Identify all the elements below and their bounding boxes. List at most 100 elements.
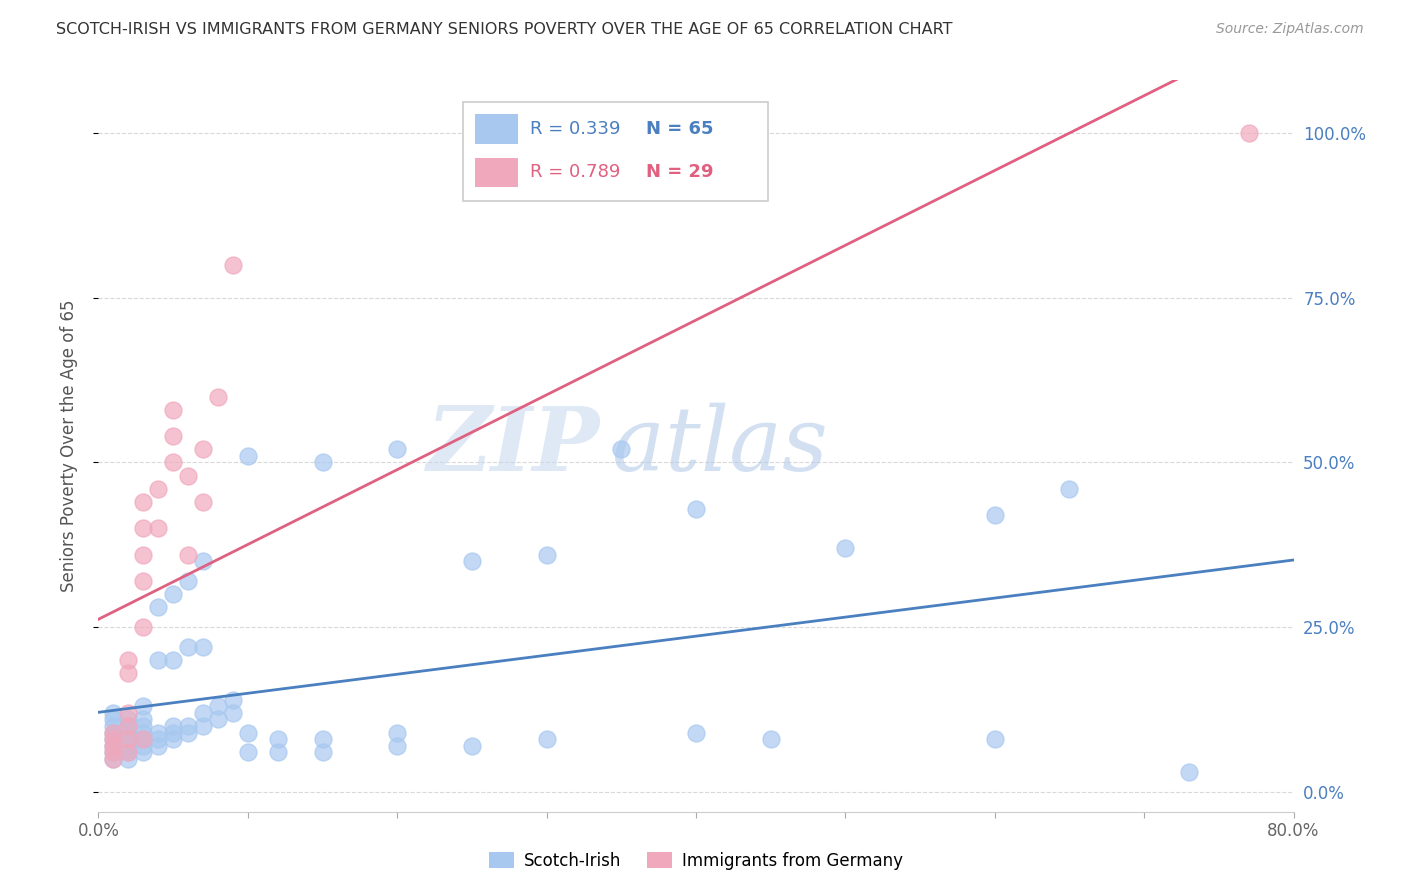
- Point: [103, 713, 125, 727]
- Point: [103, 732, 125, 747]
- Point: [177, 468, 200, 483]
- Point: [207, 390, 229, 404]
- Point: [191, 640, 214, 654]
- Point: [162, 732, 184, 747]
- Point: [103, 746, 125, 760]
- Point: [103, 732, 125, 747]
- Point: [103, 739, 125, 753]
- Point: [177, 548, 200, 562]
- Point: [1237, 126, 1260, 140]
- Text: Source: ZipAtlas.com: Source: ZipAtlas.com: [1216, 22, 1364, 37]
- Point: [117, 706, 139, 720]
- Point: [685, 725, 707, 739]
- Point: [103, 752, 125, 766]
- Point: [385, 442, 409, 457]
- Point: [461, 739, 484, 753]
- Point: [191, 706, 214, 720]
- Text: ZIP: ZIP: [427, 403, 600, 489]
- Point: [103, 725, 125, 739]
- Point: [117, 739, 139, 753]
- Point: [148, 739, 170, 753]
- Point: [177, 719, 200, 733]
- Point: [834, 541, 856, 556]
- Point: [162, 429, 184, 443]
- Point: [148, 521, 170, 535]
- Point: [536, 732, 558, 747]
- Point: [132, 732, 155, 747]
- Point: [984, 508, 1007, 523]
- Point: [236, 449, 259, 463]
- Point: [311, 732, 333, 747]
- Point: [385, 739, 409, 753]
- Point: [103, 706, 125, 720]
- Point: [103, 746, 125, 760]
- Point: [222, 706, 245, 720]
- Point: [117, 732, 139, 747]
- Point: [132, 495, 155, 509]
- Point: [162, 587, 184, 601]
- Point: [685, 501, 707, 516]
- Point: [177, 574, 200, 588]
- Point: [207, 713, 229, 727]
- Legend: Scotch-Irish, Immigrants from Germany: Scotch-Irish, Immigrants from Germany: [482, 846, 910, 877]
- Point: [162, 719, 184, 733]
- Point: [132, 713, 155, 727]
- Point: [222, 258, 245, 272]
- Point: [132, 725, 155, 739]
- Point: [222, 692, 245, 706]
- Point: [236, 746, 259, 760]
- Point: [385, 725, 409, 739]
- Point: [148, 600, 170, 615]
- Point: [103, 752, 125, 766]
- Point: [759, 732, 782, 747]
- Point: [191, 442, 214, 457]
- Point: [117, 713, 139, 727]
- Point: [191, 719, 214, 733]
- Point: [177, 725, 200, 739]
- Point: [311, 746, 333, 760]
- Point: [267, 746, 290, 760]
- Point: [1059, 482, 1081, 496]
- Point: [162, 455, 184, 469]
- Point: [117, 752, 139, 766]
- Point: [132, 746, 155, 760]
- Point: [461, 554, 484, 568]
- Point: [177, 640, 200, 654]
- Point: [191, 495, 214, 509]
- Point: [148, 653, 170, 667]
- Point: [117, 746, 139, 760]
- Point: [191, 554, 214, 568]
- Point: [132, 739, 155, 753]
- Point: [117, 666, 139, 681]
- Point: [610, 442, 633, 457]
- Point: [536, 548, 558, 562]
- Point: [1178, 765, 1201, 780]
- Text: atlas: atlas: [613, 402, 828, 490]
- Point: [103, 725, 125, 739]
- Point: [132, 620, 155, 634]
- Point: [117, 746, 139, 760]
- Point: [148, 725, 170, 739]
- Point: [117, 653, 139, 667]
- Point: [311, 455, 333, 469]
- Text: SCOTCH-IRISH VS IMMIGRANTS FROM GERMANY SENIORS POVERTY OVER THE AGE OF 65 CORRE: SCOTCH-IRISH VS IMMIGRANTS FROM GERMANY …: [56, 22, 953, 37]
- Y-axis label: Seniors Poverty Over the Age of 65: Seniors Poverty Over the Age of 65: [59, 300, 77, 592]
- Point: [117, 719, 139, 733]
- Point: [162, 725, 184, 739]
- Point: [103, 739, 125, 753]
- Point: [984, 732, 1007, 747]
- Point: [117, 725, 139, 739]
- Point: [207, 699, 229, 714]
- Point: [148, 482, 170, 496]
- Point: [236, 725, 259, 739]
- Point: [132, 548, 155, 562]
- Point: [132, 521, 155, 535]
- Point: [162, 653, 184, 667]
- Point: [132, 719, 155, 733]
- Point: [148, 732, 170, 747]
- Point: [117, 719, 139, 733]
- Point: [132, 732, 155, 747]
- Point: [103, 719, 125, 733]
- Point: [117, 732, 139, 747]
- Point: [132, 574, 155, 588]
